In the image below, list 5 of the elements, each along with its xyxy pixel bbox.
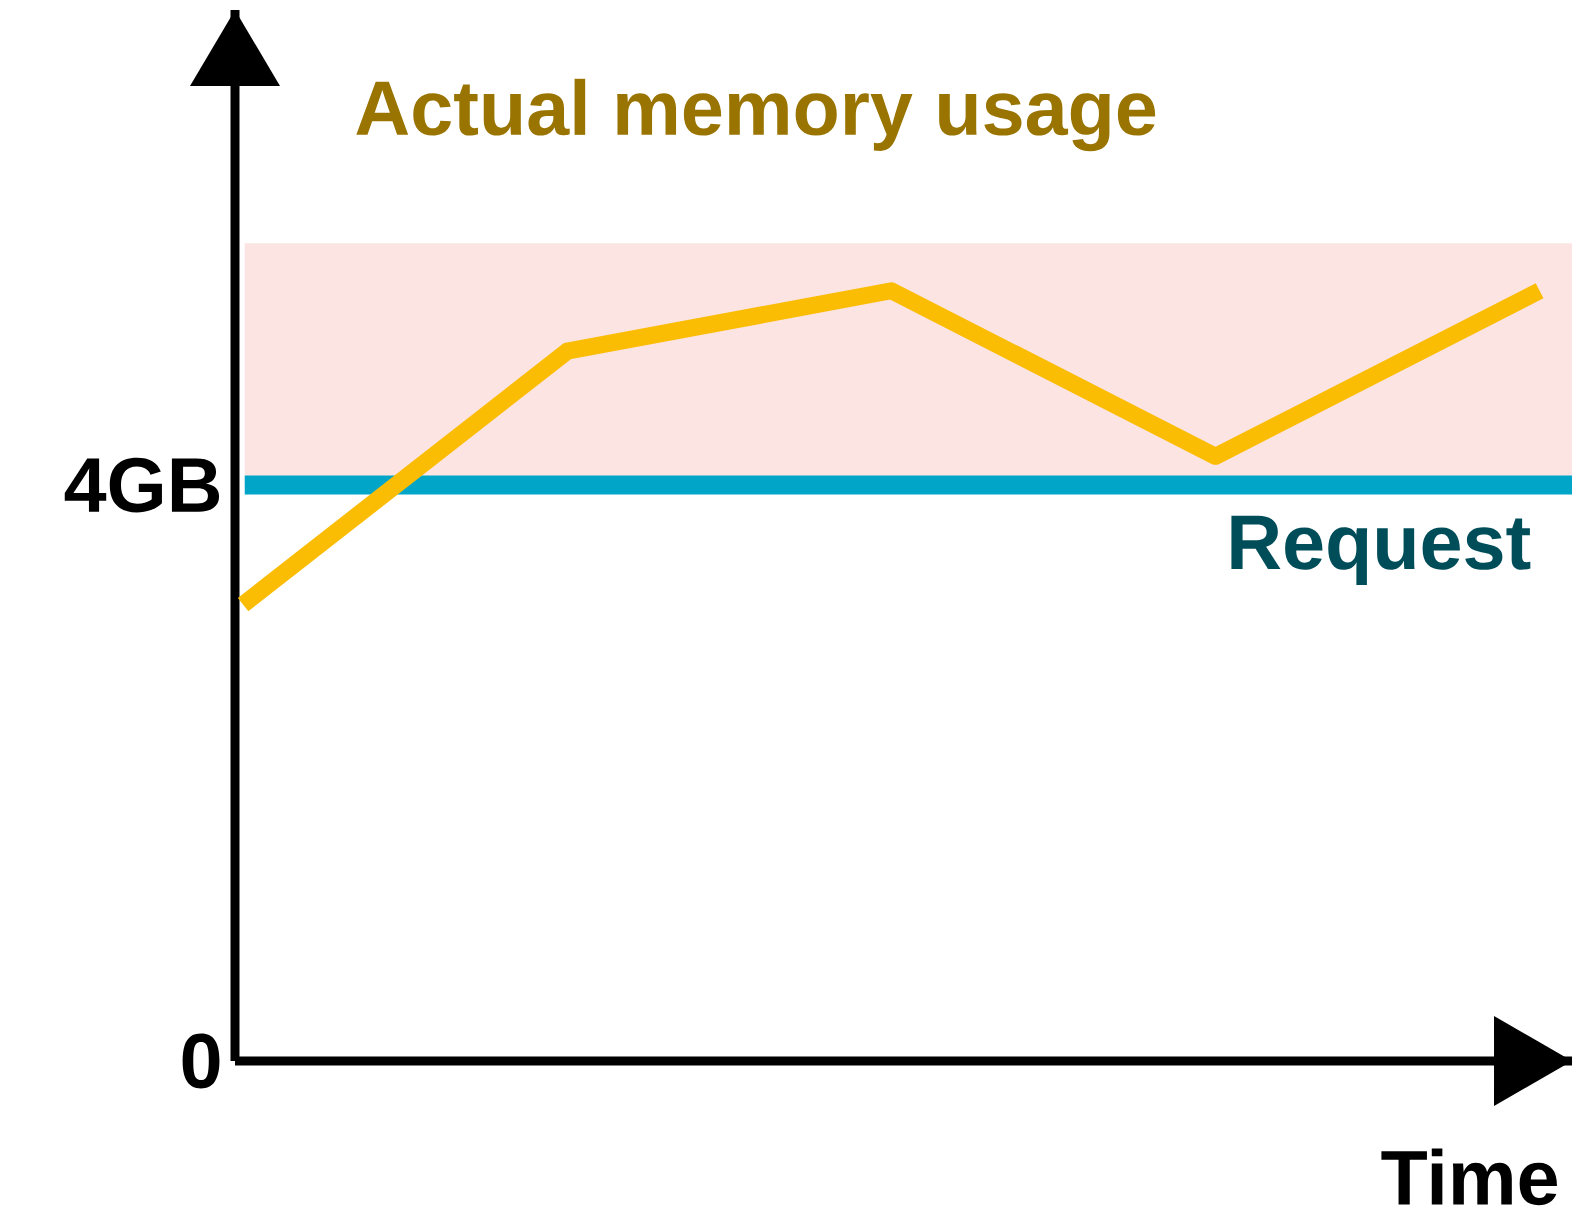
x-axis-title: Time bbox=[1381, 1148, 1557, 1206]
y-tick-label: 4GB bbox=[64, 457, 220, 513]
text: Actual memory usage bbox=[356, 78, 1156, 152]
y-tick-label: 0 bbox=[182, 1033, 220, 1089]
ref-line-label: Request bbox=[1231, 515, 1531, 586]
